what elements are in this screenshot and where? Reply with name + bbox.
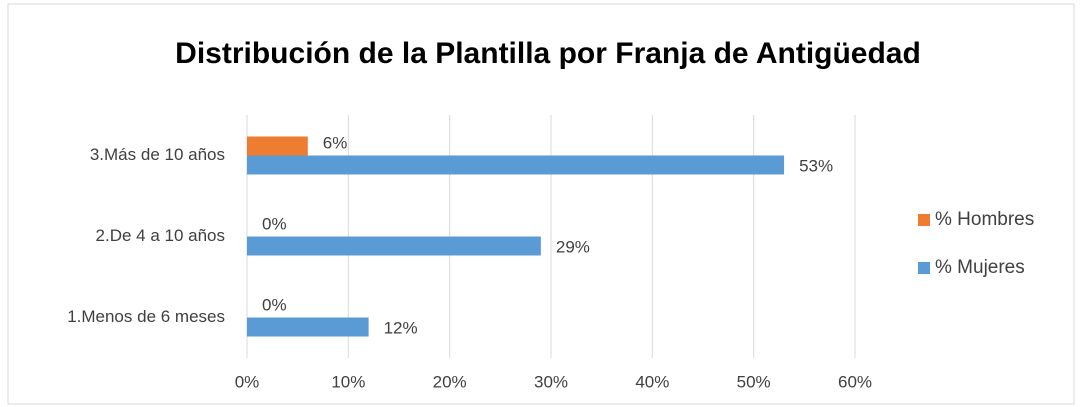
bar — [247, 155, 785, 175]
bar — [247, 236, 541, 256]
x-tick-label: 30% — [534, 372, 568, 391]
legend-label: % Mujeres — [935, 257, 1025, 278]
value-label: 53% — [799, 156, 833, 175]
y-tick-label: 2.De 4 a 10 años — [96, 226, 225, 245]
legend-label: % Hombres — [935, 209, 1034, 230]
y-tick-label: 3.Más de 10 años — [90, 145, 225, 164]
value-label: 12% — [384, 318, 418, 337]
x-tick-label: 0% — [235, 372, 260, 391]
value-label: 0% — [262, 295, 287, 314]
value-label: 6% — [323, 133, 348, 152]
y-tick-label: 1.Menos de 6 meses — [67, 307, 225, 326]
bar — [247, 136, 308, 156]
x-tick-label: 10% — [331, 372, 365, 391]
chart-border — [7, 3, 1075, 405]
bar — [247, 317, 369, 337]
value-label: 0% — [262, 214, 287, 233]
x-tick-label: 40% — [635, 372, 669, 391]
legend-swatch — [918, 262, 930, 274]
x-tick-label: 20% — [433, 372, 467, 391]
chart-title: Distribución de la Plantilla por Franja … — [175, 37, 921, 70]
legend-swatch — [918, 214, 930, 226]
x-tick-label: 60% — [838, 372, 872, 391]
x-tick-label: 50% — [737, 372, 771, 391]
value-label: 29% — [556, 237, 590, 256]
